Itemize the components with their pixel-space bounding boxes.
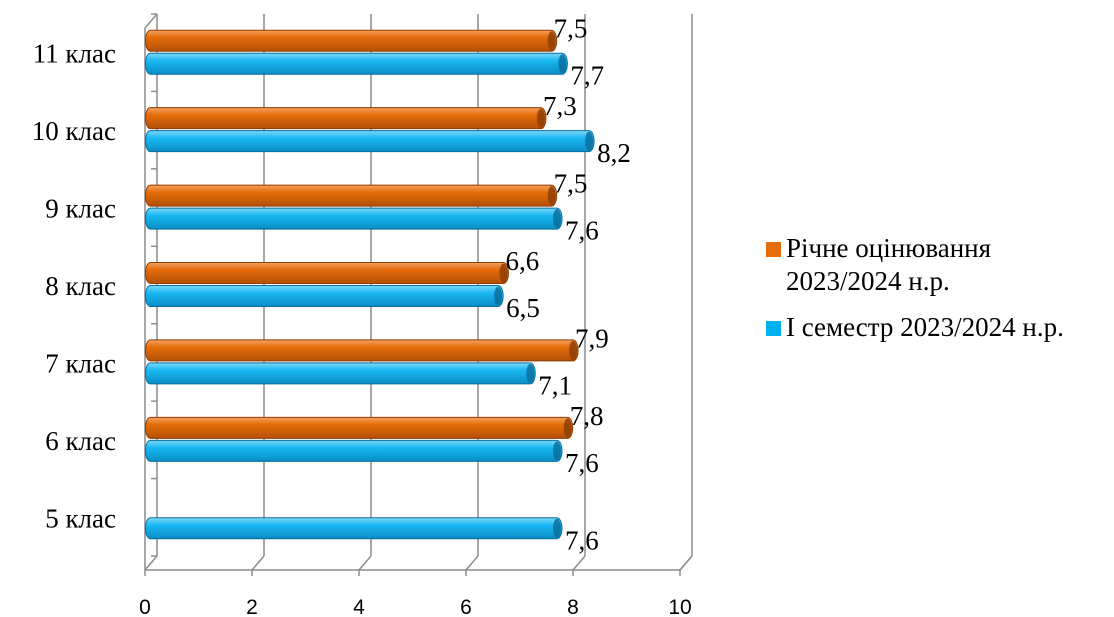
legend-label-annual-line1: Річне оцінювання bbox=[786, 233, 992, 263]
legend-label-annual-line2: 2023/2024 н.р. bbox=[786, 266, 950, 296]
category-label: 11 клас bbox=[33, 39, 116, 69]
value-label-annual: 7,3 bbox=[543, 91, 577, 121]
value-label-semester: 8,2 bbox=[597, 138, 631, 168]
legend-swatch-annual bbox=[766, 242, 781, 257]
bar-annual-cap bbox=[563, 418, 572, 438]
bar-semester bbox=[144, 130, 595, 153]
bar-semester-cap bbox=[553, 518, 561, 538]
category-label: 6 клас bbox=[45, 426, 116, 456]
legend-label-semester: І семестр 2023/2024 н.р. bbox=[786, 312, 1064, 342]
bar-annual bbox=[144, 29, 558, 52]
value-labels: 7,6 7,6 7,87,17,9 6,5 6,6 7,6 7,5 8,2 7,37,7 7,5 bbox=[506, 14, 631, 556]
bar-semester-cap bbox=[553, 441, 561, 461]
value-label-annual: 7,5 bbox=[554, 14, 588, 44]
category-label: 8 клас bbox=[45, 271, 116, 301]
bar-semester bbox=[144, 439, 563, 462]
value-label-annual: 7,9 bbox=[575, 323, 609, 353]
bar-semester-cap bbox=[558, 54, 567, 74]
bar-semester bbox=[144, 517, 563, 540]
floor-diagonal-0 bbox=[144, 555, 158, 571]
bar-semester bbox=[144, 207, 563, 230]
x-tick-label: 0 bbox=[139, 596, 151, 617]
legend-swatch-semester bbox=[766, 321, 781, 336]
legend-item-annual: Річне оцінювання 2023/2024 н.р. bbox=[764, 232, 1109, 298]
bar-annual bbox=[144, 184, 558, 207]
value-label-semester: 7,7 bbox=[570, 61, 604, 91]
value-label-annual: 6,6 bbox=[506, 246, 540, 276]
x-tick-label: 2 bbox=[246, 596, 258, 617]
bar-semester-cap bbox=[553, 209, 561, 229]
legend: Річне оцінювання 2023/2024 н.р. І семест… bbox=[764, 232, 1109, 357]
category-label: 7 клас bbox=[45, 348, 116, 378]
x-tick-label: 6 bbox=[460, 596, 472, 617]
bar-annual bbox=[144, 339, 579, 362]
bar-semester bbox=[144, 285, 504, 307]
bar-annual-cap bbox=[499, 263, 508, 283]
value-label-semester: 7,1 bbox=[538, 370, 572, 400]
category-label: 5 клас bbox=[45, 503, 116, 533]
value-label-semester: 7,6 bbox=[565, 525, 599, 555]
bar-annual bbox=[144, 262, 509, 284]
category-label: 10 клас bbox=[32, 116, 116, 146]
floor-diagonal-1 bbox=[251, 555, 265, 571]
axis-top-diagonal bbox=[144, 13, 158, 29]
bar-semester-cap bbox=[585, 131, 594, 151]
category-labels: 5 клас 6 клас 7 клас 8 клас 9 клас 10 клас 11 … bbox=[32, 39, 116, 534]
floor-diagonal-2 bbox=[358, 555, 372, 571]
floor-diagonal-4 bbox=[572, 555, 586, 571]
bar-annual-cap bbox=[547, 186, 556, 206]
bar-semester-cap bbox=[526, 363, 535, 383]
value-label-annual: 7,5 bbox=[554, 169, 588, 199]
bars bbox=[144, 29, 595, 540]
value-label-semester: 6,5 bbox=[506, 293, 540, 323]
value-label-annual: 7,8 bbox=[570, 401, 604, 431]
bar-annual bbox=[144, 107, 547, 130]
bar-annual-cap bbox=[547, 31, 556, 51]
bar-semester-cap bbox=[494, 286, 503, 306]
bar-annual bbox=[144, 416, 574, 439]
category-label: 9 клас bbox=[45, 194, 116, 224]
x-tick-label: 8 bbox=[567, 596, 579, 617]
value-label-semester: 7,6 bbox=[565, 216, 599, 246]
floor-diagonal-5 bbox=[679, 555, 693, 571]
legend-item-semester: І семестр 2023/2024 н.р. bbox=[764, 311, 1109, 344]
bar-annual-cap bbox=[569, 340, 578, 360]
bar-annual-cap bbox=[536, 108, 545, 128]
x-tick-label: 4 bbox=[353, 596, 365, 617]
x-tick-labels: 0 2 4 6 8 10 bbox=[139, 596, 692, 617]
bar-semester bbox=[144, 362, 536, 385]
value-label-semester: 7,6 bbox=[565, 448, 599, 478]
bar-semester bbox=[144, 52, 568, 75]
x-tick-label: 10 bbox=[668, 596, 691, 617]
floor-diagonal-3 bbox=[465, 555, 479, 571]
